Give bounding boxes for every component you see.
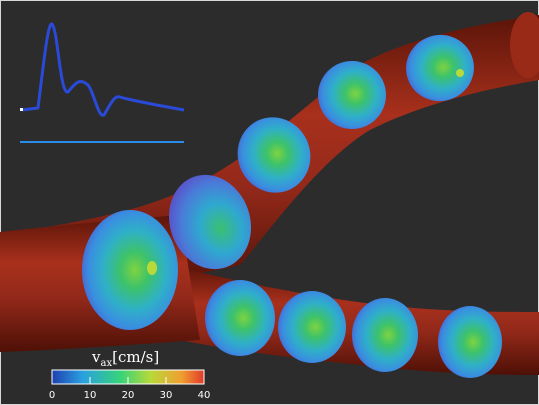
colorbar-tick-label: 0	[49, 390, 55, 401]
colorbar-tick-label: 40	[198, 390, 211, 401]
velocity-profile-inlet	[82, 210, 178, 330]
velocity-profile-lower-2	[278, 291, 346, 363]
colorbar-tick-label: 30	[160, 390, 173, 401]
velocity-profile-lower-3	[352, 298, 418, 372]
flow-waveform-inset	[20, 22, 185, 143]
colorbar-ticks	[89, 377, 167, 384]
colorbar-legend: vax[cm/s] 0 10 20 30 40	[49, 348, 211, 401]
colorbar-tick-label: 20	[122, 390, 135, 401]
velocity-peak-upper-3	[456, 69, 464, 77]
flow-waveform-line	[21, 22, 185, 117]
velocity-profile-lower-1	[205, 280, 275, 356]
vessel-end-cap	[510, 12, 539, 78]
velocity-profile-bifurcation	[168, 174, 252, 270]
velocity-profile-lower-4	[438, 306, 502, 378]
velocity-profiles	[82, 34, 502, 378]
colorbar-label: vax[cm/s]	[91, 348, 159, 369]
velocity-profile-upper-3	[406, 34, 474, 102]
colorbar-tick-label: 10	[84, 390, 97, 401]
waveform-start-marker	[20, 108, 23, 111]
velocity-peak-inlet	[147, 261, 157, 275]
velocity-profile-upper-1	[237, 117, 311, 193]
velocity-profile-upper-2	[318, 61, 386, 129]
